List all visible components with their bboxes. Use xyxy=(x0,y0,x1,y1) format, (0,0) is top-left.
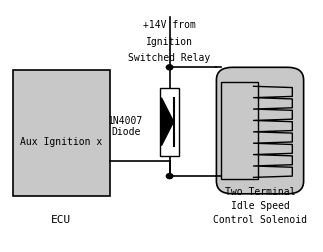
Text: Switched Relay: Switched Relay xyxy=(129,53,211,63)
Text: 1N4007
Diode: 1N4007 Diode xyxy=(108,115,144,137)
Polygon shape xyxy=(162,98,174,146)
Bar xyxy=(221,83,258,179)
Circle shape xyxy=(166,66,173,71)
Text: Idle Speed: Idle Speed xyxy=(231,200,289,210)
Text: Two Terminal: Two Terminal xyxy=(225,186,295,197)
Text: +14V from: +14V from xyxy=(143,20,196,30)
Text: Control Solenoid: Control Solenoid xyxy=(213,214,307,224)
Circle shape xyxy=(166,174,173,179)
FancyBboxPatch shape xyxy=(216,68,304,194)
Bar xyxy=(13,71,110,197)
Text: ECU: ECU xyxy=(51,214,71,224)
Text: Aux Ignition x: Aux Ignition x xyxy=(20,136,102,146)
Text: Ignition: Ignition xyxy=(146,37,193,47)
Bar xyxy=(160,88,179,156)
